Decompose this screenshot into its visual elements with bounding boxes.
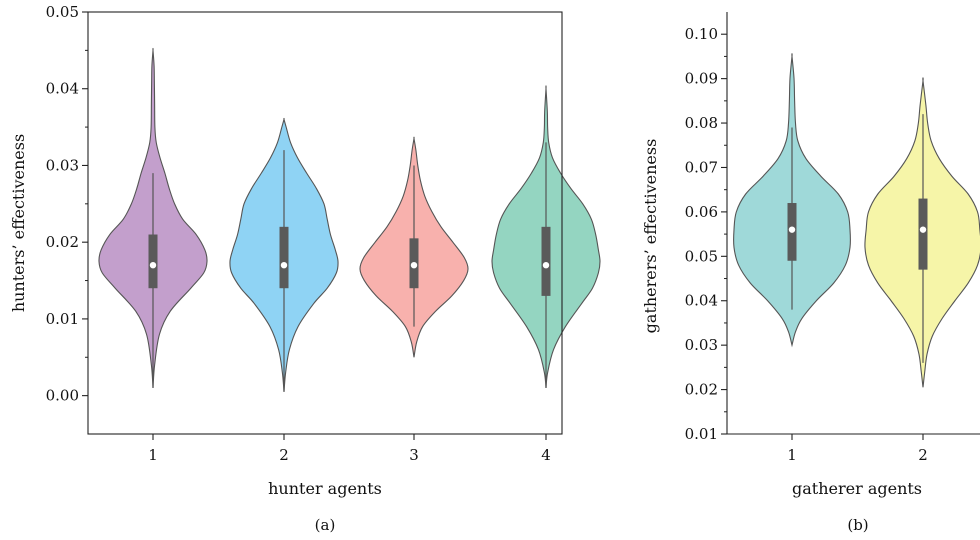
x-tick-label: 2 — [279, 446, 289, 464]
violin-median-dot — [788, 226, 796, 233]
x-tick-label: 1 — [148, 446, 158, 464]
x-tick-label: 4 — [541, 446, 551, 464]
x-tick-label: 3 — [409, 446, 419, 464]
y-axis-title-a: hunters’ effectiveness — [9, 134, 28, 312]
panel-b: 0.01 0.02 0.03 0.04 0.05 0.06 0.07 0.08 0.09 0.10… — [641, 12, 980, 534]
y-tick-label: 0.01 — [46, 310, 79, 328]
y-axis-b: 0.01 0.02 0.03 0.04 0.05 0.06 0.07 0.08 0.09 0.10 — [685, 25, 727, 443]
y-tick-label: 0.02 — [685, 381, 718, 399]
y-tick-label: 0.10 — [685, 25, 718, 43]
violin-median-dot — [542, 262, 550, 269]
panel-label-a: (a) — [315, 516, 336, 534]
panel-a: 0.00 0.01 0.02 0.03 0.04 0.05 1 2 3 4 hunter age… — [9, 3, 601, 534]
plot-frame-a — [87, 11, 563, 435]
y-tick-label: 0.03 — [685, 336, 718, 354]
violin-group-a — [98, 47, 601, 392]
violin-median-dot — [410, 262, 418, 269]
x-axis-title-b: gatherer agents — [792, 479, 922, 498]
y-tick-label: 0.07 — [685, 158, 718, 176]
y-tick-label: 0.05 — [46, 3, 79, 21]
violin-median-dot — [149, 262, 157, 269]
violin-iqr-box — [541, 226, 551, 296]
violin-median-dot — [919, 226, 927, 233]
x-tick-label: 1 — [787, 446, 797, 464]
violin-iqr-box — [918, 198, 928, 270]
violin-median-dot — [280, 262, 288, 269]
y-axis-a: 0.00 0.01 0.02 0.03 0.04 0.05 — [46, 3, 88, 405]
y-tick-label: 0.04 — [46, 80, 79, 98]
violin-group-b — [733, 53, 980, 388]
violin-iqr-box — [279, 226, 289, 289]
y-tick-label: 0.05 — [685, 247, 718, 265]
y-tick-label: 0.00 — [46, 387, 79, 405]
x-axis-a: 1 2 3 4 — [148, 434, 551, 464]
y-tick-label: 0.01 — [685, 425, 718, 443]
y-tick-label: 0.04 — [685, 292, 718, 310]
y-tick-label: 0.06 — [685, 203, 718, 221]
panel-label-b: (b) — [847, 516, 868, 534]
x-tick-label: 2 — [918, 446, 928, 464]
x-axis-title-a: hunter agents — [268, 479, 382, 498]
y-axis-title-b: gatherers’ effectiveness — [641, 139, 660, 334]
y-tick-label: 0.08 — [685, 114, 718, 132]
y-tick-label: 0.03 — [46, 156, 79, 174]
violin-iqr-box — [148, 234, 158, 289]
y-tick-label: 0.02 — [46, 233, 79, 251]
y-tick-label: 0.09 — [685, 70, 718, 88]
